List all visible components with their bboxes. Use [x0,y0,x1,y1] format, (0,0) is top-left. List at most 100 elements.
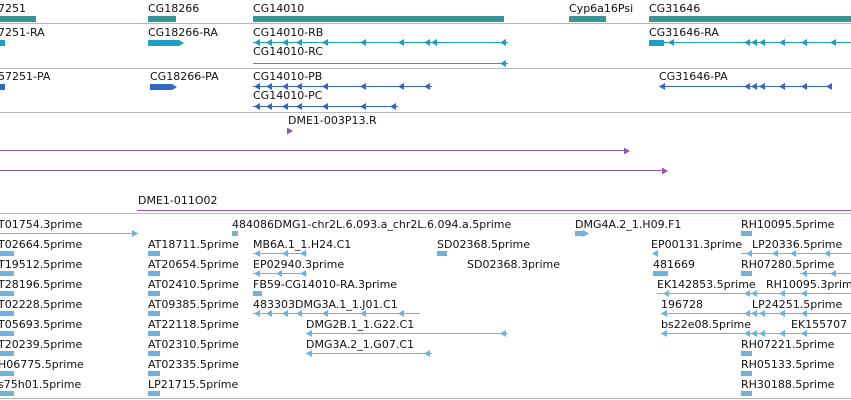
est-glyph[interactable] [741,351,752,356]
est-glyph[interactable] [575,231,583,236]
est-glyph[interactable] [583,230,589,237]
protein-glyph-exon[interactable] [759,83,765,90]
est-label[interactable]: T02664.5prime [0,238,83,251]
protein-glyph-exon[interactable] [360,83,366,90]
protein-label-cg18266-pa[interactable]: CG18266-PA [150,70,219,83]
est-glyph[interactable] [148,311,160,316]
gene-label-cg18266[interactable]: CG18266 [148,2,200,15]
gene-label-cg14010[interactable]: CG14010 [253,2,305,15]
est-glyph-exon[interactable] [759,330,765,337]
est-glyph[interactable] [148,271,160,276]
est-glyph-exon[interactable] [801,270,807,277]
est-label[interactable]: DMG4A.2_1.H09.F1 [575,218,682,231]
est-label[interactable]: AT09385.5prime [148,298,239,311]
gene-label-cg31646[interactable]: CG31646 [649,2,701,15]
est-glyph[interactable] [741,271,752,276]
est-label[interactable]: RH30188.5prime [741,378,835,391]
est-glyph-exon[interactable] [282,250,288,257]
protein-glyph-exon[interactable] [744,83,750,90]
est-label[interactable]: T20239.5prime [0,338,83,351]
est-label[interactable]: 484086DMG1-chr2L.6.093.a_chr2L.6.094.a.5… [232,218,512,231]
est-label[interactable]: AT02410.5prime [148,278,239,291]
est-label[interactable]: T02228.5prime [0,298,83,311]
protein-glyph[interactable] [150,84,177,90]
est-glyph-exon[interactable] [306,330,312,337]
est-label[interactable]: LP21715.5prime [148,378,239,391]
est-glyph-exon[interactable] [746,250,752,257]
est-glyph[interactable] [0,351,14,356]
transcript-glyph-exon[interactable] [424,39,430,46]
est-glyph-exon[interactable] [661,310,667,317]
protein-glyph-exon[interactable] [398,83,404,90]
transcript-glyph-exon[interactable] [296,39,302,46]
transcript-glyph-exon[interactable] [266,39,272,46]
transcript-label-cg18266-ra[interactable]: CG18266-RA [148,26,218,39]
protein-glyph-exon[interactable] [282,103,288,110]
est-glyph[interactable] [253,291,262,296]
est-glyph-exon[interactable] [322,310,328,317]
est-glyph-exon[interactable] [500,330,506,337]
est-glyph-exon[interactable] [398,310,404,317]
transcript-glyph[interactable] [148,40,184,46]
protein-glyph-exon[interactable] [282,83,288,90]
gene-glyph[interactable] [148,16,176,22]
est-label[interactable]: LP24251.5prime [752,298,843,311]
est-glyph-exon[interactable] [300,270,306,277]
est-glyph[interactable] [132,230,138,237]
est-label[interactable]: RH10095.3prime [766,278,851,291]
transcript-glyph-exon[interactable] [254,39,260,46]
protein-glyph-exon[interactable] [801,83,807,90]
protein-glyph-exon[interactable] [266,103,272,110]
transcript-glyph-exon[interactable] [801,39,807,46]
gene-label-cyp6a16psi[interactable]: Cyp6a16Psi [569,2,634,15]
gene-glyph[interactable] [649,16,851,22]
est-glyph-exon[interactable] [300,250,306,257]
protein-glyph-exon[interactable] [322,83,328,90]
est-glyph[interactable] [148,251,160,256]
est-label[interactable]: 196728 [661,298,703,311]
est-label[interactable]: RH05133.5prime [741,358,835,371]
est-glyph-exon[interactable] [779,290,785,297]
est-glyph[interactable] [0,371,14,376]
est-glyph[interactable] [741,371,752,376]
transcript-label-cg14010-rb[interactable]: CG14010-RB [253,26,324,39]
est-glyph[interactable] [148,371,160,376]
protein-label-cg31646-pa[interactable]: CG31646-PA [659,70,728,83]
transcript-glyph-exon[interactable] [500,60,506,67]
est-label[interactable]: T01754.3prime [0,218,83,231]
est-label[interactable]: EK155707 [791,318,848,331]
transcript-glyph[interactable] [649,40,664,46]
est-label[interactable]: s75h01.5prime [0,378,82,391]
est-glyph-exon[interactable] [744,290,750,297]
transcript-glyph-exon[interactable] [322,39,328,46]
gene-glyph[interactable] [0,16,36,22]
est-glyph-exon[interactable] [751,330,757,337]
est-glyph[interactable] [0,391,14,396]
est-label[interactable]: RH10095.5prime [741,218,835,231]
est-label[interactable]: MB6A.1_1.H24.C1 [253,238,352,251]
gene-label-7251[interactable]: 7251 [0,2,26,15]
transcript-glyph-exon[interactable] [398,39,404,46]
transcript-glyph-exon[interactable] [668,39,674,46]
est-glyph-exon[interactable] [254,270,260,277]
oligo-label-dme1-011o02[interactable]: DME1-011O02 [138,194,218,207]
protein-label-cg14010-pb[interactable]: CG14010-PB [253,70,323,83]
est-glyph[interactable] [0,311,14,316]
est-label[interactable]: DMG2B.1_1.G22.C1 [306,318,415,331]
est-glyph-exon[interactable] [759,310,765,317]
transcript-glyph-exon[interactable] [759,39,765,46]
est-glyph-exon[interactable] [772,250,778,257]
est-glyph-exon[interactable] [276,270,282,277]
transcript-glyph-exon[interactable] [360,39,366,46]
est-label[interactable]: H06775.5prime [0,358,84,371]
protein-glyph-exon[interactable] [296,83,302,90]
transcript-label-cg31646-ra[interactable]: CG31646-RA [649,26,719,39]
est-glyph-exon[interactable] [830,270,836,277]
est-glyph[interactable] [232,231,238,236]
est-glyph[interactable] [741,391,752,396]
est-glyph-exon[interactable] [790,250,796,257]
transcript-glyph-exon[interactable] [751,39,757,46]
gene-glyph[interactable] [569,16,606,22]
est-label[interactable]: SD02368.5prime [437,238,530,251]
est-label[interactable]: RH07221.5prime [741,338,835,351]
